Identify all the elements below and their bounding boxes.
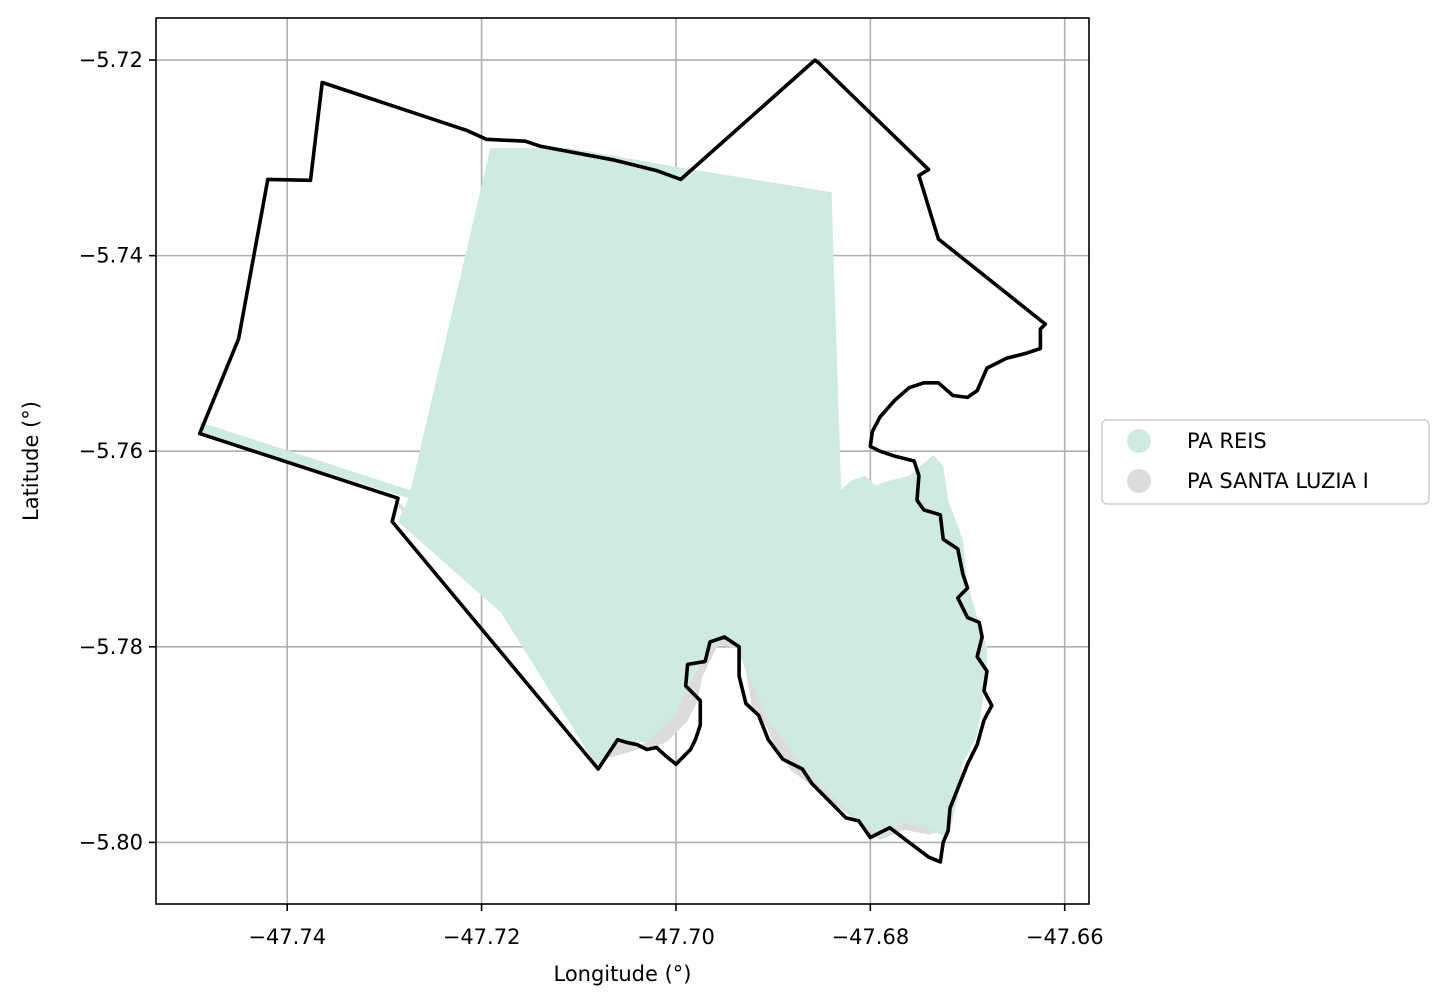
y-tick-label: −5.72 [79, 48, 143, 72]
legend-marker [1127, 429, 1151, 453]
y-tick-label: −5.78 [79, 635, 143, 659]
y-tick-label: −5.80 [79, 830, 143, 854]
y-axis-label: Latitude (°) [19, 401, 43, 521]
y-tick-label: −5.76 [79, 439, 143, 463]
legend-marker [1127, 469, 1151, 493]
x-tick-label: −47.66 [1026, 925, 1104, 949]
legend-entry: PA REIS [1187, 429, 1267, 453]
map-layers [197, 58, 1048, 864]
x-tick-label: −47.70 [637, 925, 715, 949]
axes-frame [155, 17, 1090, 905]
x-tick-label: −47.68 [831, 925, 909, 949]
y-tick-label: −5.74 [79, 244, 143, 268]
legend-entry: PA SANTA LUZIA I [1187, 469, 1369, 493]
polygon-fill [396, 502, 951, 840]
x-axis-label: Longitude (°) [553, 962, 691, 986]
x-tick-label: −47.72 [443, 925, 521, 949]
x-axis-ticks: −47.74 −47.72 −47.70 −47.68 −47.66 [248, 904, 1104, 949]
legend: PA REIS PA SANTA LUZIA I [1101, 419, 1430, 505]
polygon-outline [197, 58, 1048, 864]
x-tick-label: −47.74 [248, 925, 326, 949]
y-axis-ticks: −5.72 −5.74 −5.76 −5.78 −5.80 [79, 48, 156, 854]
polygon-fill [199, 148, 987, 838]
legend-frame [1101, 419, 1430, 505]
